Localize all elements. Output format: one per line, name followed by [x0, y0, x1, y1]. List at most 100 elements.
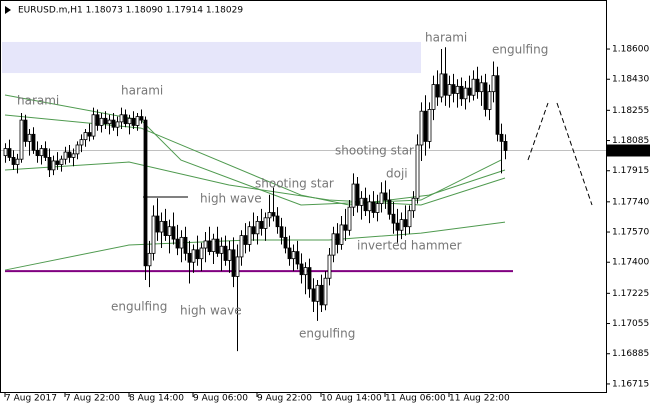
candle-body: [411, 197, 416, 212]
candle-body: [399, 219, 404, 231]
pattern-label: shooting star: [335, 144, 414, 158]
y-tick-label: 1.18600: [612, 45, 649, 55]
candle-body: [323, 277, 328, 306]
candle-body: [203, 240, 208, 249]
candle-body: [111, 119, 116, 128]
candle-body: [87, 132, 92, 137]
pattern-label: engulfing: [299, 327, 355, 341]
candle-body: [91, 114, 96, 137]
candle-body: [183, 236, 188, 254]
x-tick-label: 10 Aug 14:00: [321, 394, 382, 404]
candle-body: [171, 226, 176, 240]
candle-body: [407, 210, 412, 228]
candle-body: [475, 78, 480, 93]
candle-body: [479, 82, 484, 93]
candle-body: [35, 149, 40, 157]
candle-body: [207, 240, 212, 252]
y-tick-label: 1.18085: [612, 136, 649, 146]
pattern-label: harami: [17, 94, 59, 108]
candle-body: [319, 284, 324, 306]
candle-body: [119, 114, 124, 123]
candle-body: [387, 199, 392, 215]
candle-body: [331, 233, 336, 256]
x-tick-label: 7 Aug 2017: [5, 394, 57, 404]
zone: [2, 41, 421, 74]
candle-body: [231, 249, 236, 277]
candle-body: [255, 220, 260, 235]
candle-body: [439, 73, 444, 98]
candle-body: [163, 220, 168, 236]
candle-body: [443, 73, 448, 96]
foreground-layer: [3, 47, 508, 352]
candle-body: [307, 267, 312, 290]
candle-body: [15, 158, 20, 165]
x-tick-label: 11 Aug 06:00: [385, 394, 446, 404]
candle-body: [63, 151, 68, 160]
symbol-icon: [5, 6, 11, 14]
candle-body: [235, 256, 240, 277]
candle-body: [47, 157, 52, 171]
candle-body: [455, 85, 460, 94]
candle-body: [467, 87, 472, 96]
candle-body: [99, 117, 104, 126]
candle-body: [107, 119, 112, 125]
candle-body: [431, 84, 436, 110]
candle-body: [283, 236, 288, 249]
candle-body: [375, 203, 380, 213]
candle-body: [279, 226, 284, 238]
candle-body: [83, 132, 88, 141]
candle-body: [351, 183, 356, 208]
candle-body: [243, 235, 248, 245]
candle-body: [247, 226, 252, 245]
y-tick-label: 1.16885: [612, 349, 649, 359]
price-tag: [607, 144, 650, 157]
candle-body: [347, 206, 352, 231]
candle-body: [51, 160, 56, 171]
candle-body: [343, 224, 348, 231]
y-tick-label: 1.16715: [612, 379, 649, 389]
candle-body: [115, 121, 120, 128]
candle-body: [435, 84, 440, 98]
candle-body: [295, 251, 300, 265]
candle-body: [151, 215, 156, 254]
candle-body: [491, 75, 496, 93]
candle-body: [55, 160, 60, 165]
candle-body: [179, 236, 184, 249]
price-tag-label: 1.18029: [612, 146, 649, 156]
ma-line: [4, 161, 506, 206]
candle-body: [355, 183, 360, 206]
candle-body: [75, 144, 80, 155]
candle-body: [215, 238, 220, 254]
candle-body: [67, 151, 72, 158]
candle-body: [3, 148, 8, 157]
projection-line: [527, 102, 549, 161]
candle-body: [167, 226, 172, 236]
candle-body: [299, 263, 304, 276]
candle-body: [463, 87, 468, 100]
candle-body: [447, 84, 452, 96]
pattern-label: high wave: [180, 304, 242, 318]
candle-body: [127, 117, 132, 125]
candle-body: [451, 84, 456, 94]
candle-body: [315, 284, 320, 302]
candle-body: [147, 252, 152, 267]
pattern-label: doji: [386, 167, 408, 181]
candle-body: [139, 116, 144, 121]
candle-body: [415, 144, 420, 199]
candle-body: [31, 133, 36, 151]
candle-body: [191, 249, 196, 263]
candle-body: [287, 247, 292, 260]
candle-body: [271, 212, 276, 217]
candle-body: [459, 85, 464, 100]
candle-body: [259, 220, 264, 229]
candle-body: [135, 116, 140, 126]
candle-body: [23, 119, 28, 142]
candle-body: [59, 158, 64, 165]
x-tick-label: 9 Aug 06:00: [193, 394, 248, 404]
candle-body: [211, 238, 216, 252]
candle-body: [395, 222, 400, 231]
candle-body: [391, 213, 396, 224]
candle-body: [175, 238, 180, 249]
candle-body: [187, 252, 192, 263]
